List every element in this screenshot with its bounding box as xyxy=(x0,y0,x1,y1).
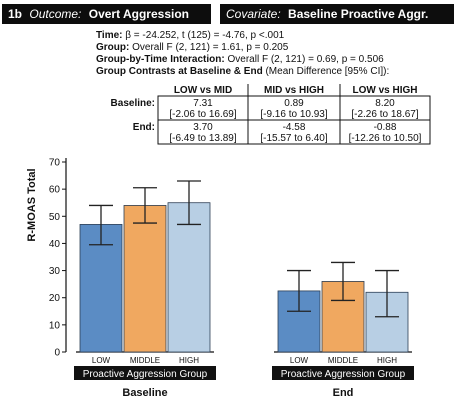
bar-baseline-middle xyxy=(123,205,167,353)
bar-baseline-high xyxy=(167,202,211,353)
stats-time-key: Time: xyxy=(96,30,123,41)
panel-label: 1b xyxy=(8,7,22,21)
covariate-value: Baseline Proactive Aggr. xyxy=(288,7,428,21)
stats-line-interaction: Group-by-Time Interaction: Overall F (2,… xyxy=(96,54,384,65)
table-cell-baseline-mid-high-ci: [-9.16 to 10.93] xyxy=(260,109,327,120)
table-col-header-mid-high: MID vs HIGH xyxy=(264,85,324,96)
contrast-table: LOW vs MID MID vs HIGH LOW vs HIGH Basel… xyxy=(111,84,431,145)
outcome-header: 1b Outcome: Overt Aggression xyxy=(8,7,189,21)
group-axis-box xyxy=(272,366,414,380)
stats-contrasts-key: Group Contrasts at Baseline & End xyxy=(96,66,263,77)
outcome-prefix: Outcome: xyxy=(29,7,81,21)
table-cell-baseline-low-mid-mean: 7.31 xyxy=(193,98,213,109)
stats-line-contrasts: Group Contrasts at Baseline & End (Mean … xyxy=(96,66,389,77)
table-cell-end-low-high-mean: -0.88 xyxy=(374,122,397,133)
stats-line-group: Group: Overall F (2, 121) = 1.61, p = 0.… xyxy=(96,42,289,53)
time-label-baseline: Baseline xyxy=(122,387,167,399)
table-cell-baseline-mid-high-mean: 0.89 xyxy=(284,98,304,109)
outcome-header-box xyxy=(2,4,211,24)
category-label: HIGH xyxy=(377,356,397,365)
covariate-prefix: Covariate: xyxy=(226,7,281,21)
stats-interaction-key: Group-by-Time Interaction: xyxy=(96,54,225,65)
category-label: HIGH xyxy=(179,356,199,365)
table-cell-end-low-mid-mean: 3.70 xyxy=(193,122,213,133)
table-cell-end-low-mid-ci: [-6.49 to 13.89] xyxy=(169,133,236,144)
category-label: LOW xyxy=(290,356,309,365)
stats-group-value: Overall F (2, 121) = 1.61, p = 0.205 xyxy=(129,42,288,53)
stats-contrasts-value: (Mean Difference [95% CI]): xyxy=(263,66,390,77)
table-cell-end-mid-high-mean: -4.58 xyxy=(283,122,306,133)
table-row-label-baseline: Baseline: xyxy=(111,98,155,109)
group-axis-label: Proactive Aggression Group xyxy=(281,369,406,380)
stats-group-key: Group: xyxy=(96,42,129,53)
y-tick-label: 10 xyxy=(49,320,61,331)
table-cell-baseline-low-high-mean: 8.20 xyxy=(375,98,395,109)
y-tick-label: 0 xyxy=(54,348,60,359)
outcome-value: Overt Aggression xyxy=(89,7,189,21)
table-col-header-low-high: LOW vs HIGH xyxy=(352,85,417,96)
table-cell-baseline-low-high-ci: [-2.26 to 18.67] xyxy=(351,109,418,120)
group-axis-box xyxy=(74,366,216,380)
table-row-label-end: End: xyxy=(133,122,155,133)
table-col-header-low-mid: LOW vs MID xyxy=(174,85,232,96)
y-tick-label: 70 xyxy=(49,158,61,169)
bar-end-low xyxy=(277,290,321,353)
time-label-end: End xyxy=(333,387,354,399)
stats-interaction-value: Overall F (2, 121) = 0.69, p = 0.506 xyxy=(225,54,384,65)
category-label: MIDDLE xyxy=(328,356,358,365)
y-tick-label: 30 xyxy=(49,266,61,277)
stats-line-time: Time: β = -24.252, t (125) = -4.76, p <.… xyxy=(96,30,285,41)
covariate-header: Covariate: Baseline Proactive Aggr. xyxy=(226,7,428,21)
table-cell-end-mid-high-ci: [-15.57 to 6.40] xyxy=(260,133,327,144)
y-tick-label: 40 xyxy=(49,239,61,250)
y-tick-label: 60 xyxy=(49,185,61,196)
category-label: MIDDLE xyxy=(130,356,160,365)
table-cell-baseline-low-mid-ci: [-2.06 to 16.69] xyxy=(169,109,236,120)
y-tick-label: 20 xyxy=(49,293,61,304)
table-cell-end-low-high-ci: [-12.26 to 10.50] xyxy=(349,133,422,144)
y-axis: 0 10 20 30 40 50 60 70 xyxy=(49,158,67,359)
covariate-header-box xyxy=(220,4,454,24)
bars xyxy=(76,180,412,353)
category-labels: LOW MIDDLE HIGH Proactive Aggression Group B… xyxy=(74,356,414,399)
stats-annotation: Time: β = -24.252, t (125) = -4.76, p <.… xyxy=(96,30,389,77)
category-label: LOW xyxy=(92,356,111,365)
group-axis-label: Proactive Aggression Group xyxy=(83,369,208,380)
bar-baseline-low xyxy=(79,224,123,353)
stats-time-value: β = -24.252, t (125) = -4.76, p <.001 xyxy=(123,30,285,41)
y-axis-title: R-MOAS Total xyxy=(26,168,38,241)
y-tick-label: 50 xyxy=(49,212,61,223)
